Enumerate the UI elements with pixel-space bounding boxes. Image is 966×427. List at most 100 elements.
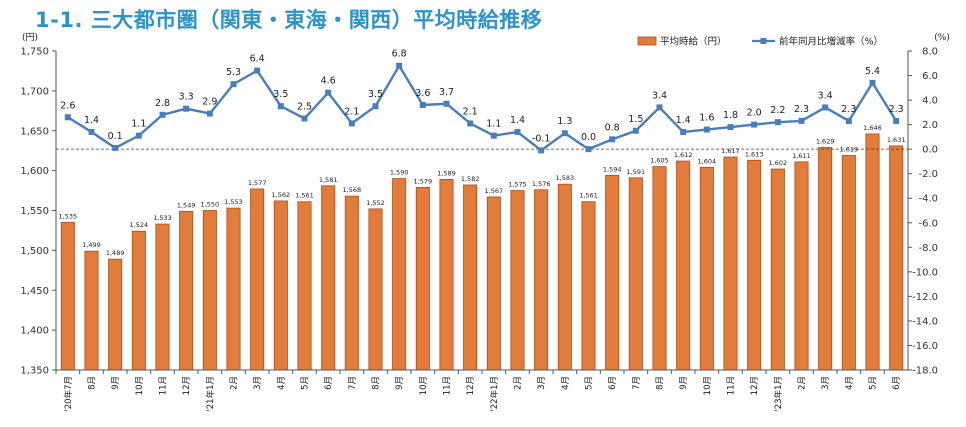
x-tick-label: 4月 [561,376,571,390]
x-tick-label: 5月 [869,376,879,390]
rate-marker [254,67,261,74]
rate-marker [419,101,426,108]
x-tick-label: 9月 [679,376,689,390]
right-tick-label: 2.0 [922,120,938,131]
bar [250,188,265,371]
bar-value-label: 1,576 [532,180,551,188]
bar-value-label: 1,604 [698,157,717,165]
bar-value-label: 1,602 [769,159,788,167]
bar-value-label: 1,629 [816,137,835,145]
bar-value-label: 1,575 [508,181,527,189]
right-axis: 8.0 6.0 4.0 2.0 0.0 -2.0 -4.0 -6.0 -8.0 -10.0 -12.… [907,33,950,377]
rate-value-label: 2.3 [841,104,856,115]
bar-value-label: 1,535 [59,212,78,220]
bar-value-label: 1,567 [485,187,504,195]
right-tick-label: 8.0 [922,47,938,58]
bar-value-label: 1,553 [224,198,243,206]
bar [581,201,596,371]
bar-value-label: 1,617 [721,147,740,155]
right-tick-label: -14.0 [912,316,938,327]
bar-series: 1,535 1,499 1,489 1,524 1,533 1,549 1,550 1,553… [59,124,906,371]
right-tick-label: 0.0 [922,145,938,156]
legend-bar-swatch [637,36,657,46]
rate-marker [845,117,852,124]
rate-value-label: 3.4 [818,90,833,101]
x-tick-label: 8月 [656,376,666,390]
rate-marker [751,121,758,128]
rate-marker [490,132,497,139]
rate-value-label: 4.6 [321,76,336,87]
legend-line-marker [760,38,767,44]
rate-value-label: -0.1 [532,133,551,144]
chart-title: 1-1. 三大都市圏（関東・東海・関西）平均時給推移 [35,8,543,32]
rate-value-label: 0.0 [581,132,596,143]
bar-value-label: 1,594 [603,165,622,173]
bar-value-label: 1,489 [106,249,125,257]
bar-value-label: 1,582 [461,175,480,183]
bar-value-label: 1,631 [887,136,906,144]
rate-value-label: 5.4 [865,66,880,77]
left-tick-label: 1,600 [20,166,49,177]
right-tick-label: -2.0 [918,169,938,180]
left-axis-unit: (円) [22,32,38,43]
rate-value-label: 2.1 [344,106,359,117]
bar-value-label: 1,605 [650,157,669,165]
rate-marker [277,103,284,110]
rate-value-label: 6.8 [392,49,407,60]
bar [605,175,620,371]
bar-value-label: 1,591 [627,168,646,176]
x-tick-label: 4月 [277,376,287,390]
bar [202,210,217,371]
rate-marker [135,132,142,139]
bar-value-label: 1,611 [792,152,811,160]
x-tick-label: 3月 [821,376,831,390]
bar [723,156,738,371]
rate-value-label: 1.8 [723,110,738,121]
right-tick-label: -4.0 [918,194,938,205]
bar [676,160,691,371]
rate-marker [159,111,166,118]
rate-marker [869,79,876,86]
rate-marker [325,89,332,96]
bar [510,190,525,371]
rate-value-label: 2.2 [770,105,785,116]
x-tick-label: '23年1月 [773,376,784,412]
rate-value-label: 5.3 [226,67,241,78]
rate-marker [703,126,710,133]
bar-value-label: 1,612 [674,151,693,159]
rate-value-label: 1.4 [676,115,691,126]
x-tick-label: 11月 [159,376,169,395]
left-tick-label: 1,450 [20,286,49,297]
bar [297,201,312,371]
rate-value-label: 3.5 [273,89,288,100]
x-tick-label: '21年1月 [205,376,216,412]
bar-value-label: 1,533 [153,214,172,222]
rate-value-label: 3.4 [652,90,667,101]
left-tick-label: 1,500 [20,246,49,257]
rate-marker [798,117,805,124]
rate-marker [609,136,616,143]
x-tick-label: '20年7月 [63,376,74,412]
rate-value-label: 3.7 [439,87,454,98]
bar-value-label: 1,568 [343,186,362,194]
rate-value-label: 2.3 [794,104,809,115]
bar [179,210,194,371]
bar [131,230,146,371]
x-tick-label: 2月 [230,376,240,390]
rate-marker [301,115,308,122]
rate-value-label: 1.3 [557,116,572,127]
rate-value-label: 1.1 [486,119,501,130]
bar [344,195,359,371]
rate-value-label: 2.0 [747,108,762,119]
rate-marker [183,105,190,112]
rate-marker [893,117,900,124]
line-series: 2.6 1.4 0.1 1.1 2.8 3.3 2.9 5.3 6.4 3.5 2.5 4.6 2.1 3… [60,49,904,154]
x-tick-label: 12月 [750,376,760,395]
bar-value-label: 1,549 [177,201,196,209]
rate-value-label: 2.6 [60,100,75,111]
legend-bar-label: 平均時給（円） [660,36,727,48]
bar-value-label: 1,577 [248,179,267,187]
right-tick-label: -12.0 [912,292,938,303]
x-tick-label: 6月 [324,376,334,390]
